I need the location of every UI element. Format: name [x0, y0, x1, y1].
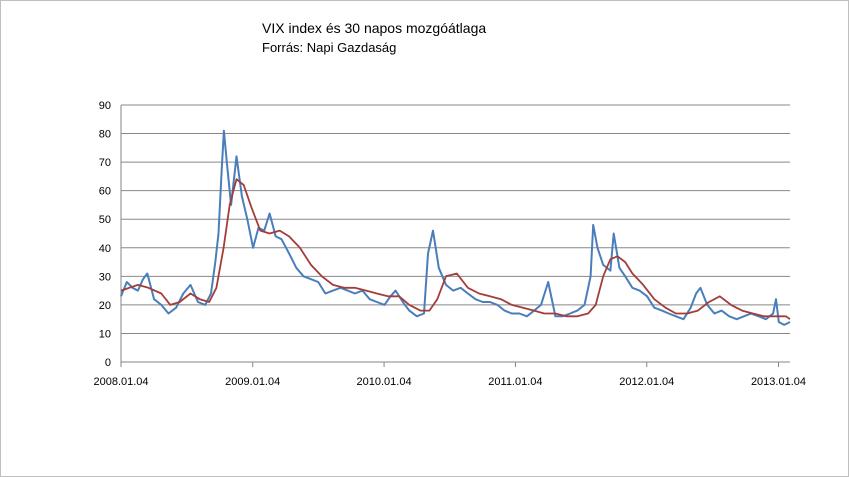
- vix-series-line: [120, 129, 791, 326]
- x-tick-label: 2012.01.04: [619, 376, 674, 388]
- x-tick-label: 2008.01.04: [93, 376, 148, 388]
- y-tick-label: 20: [99, 300, 111, 312]
- y-tick-label: 0: [105, 357, 111, 369]
- y-tick-label: 70: [99, 157, 111, 169]
- chart-title: VIX index és 30 napos mozgóátlaga: [262, 20, 487, 36]
- y-tick-label: 80: [99, 129, 111, 141]
- y-tick-label: 90: [99, 100, 111, 112]
- x-tick-label: 2013.01.04: [751, 376, 806, 388]
- y-tick-label: 10: [99, 328, 111, 340]
- moving-average-series-line: [120, 178, 791, 320]
- y-tick-label: 60: [99, 186, 111, 198]
- x-tick-label: 2009.01.04: [225, 376, 280, 388]
- chart-subtitle: Forrás: Napi Gazdaság: [262, 40, 397, 55]
- x-tick-label: 2010.01.04: [357, 376, 412, 388]
- y-tick-label: 40: [99, 243, 111, 255]
- y-tick-label: 30: [99, 271, 111, 283]
- x-tick-label: 2011.01.04: [488, 376, 542, 388]
- y-tick-label: 50: [99, 214, 111, 226]
